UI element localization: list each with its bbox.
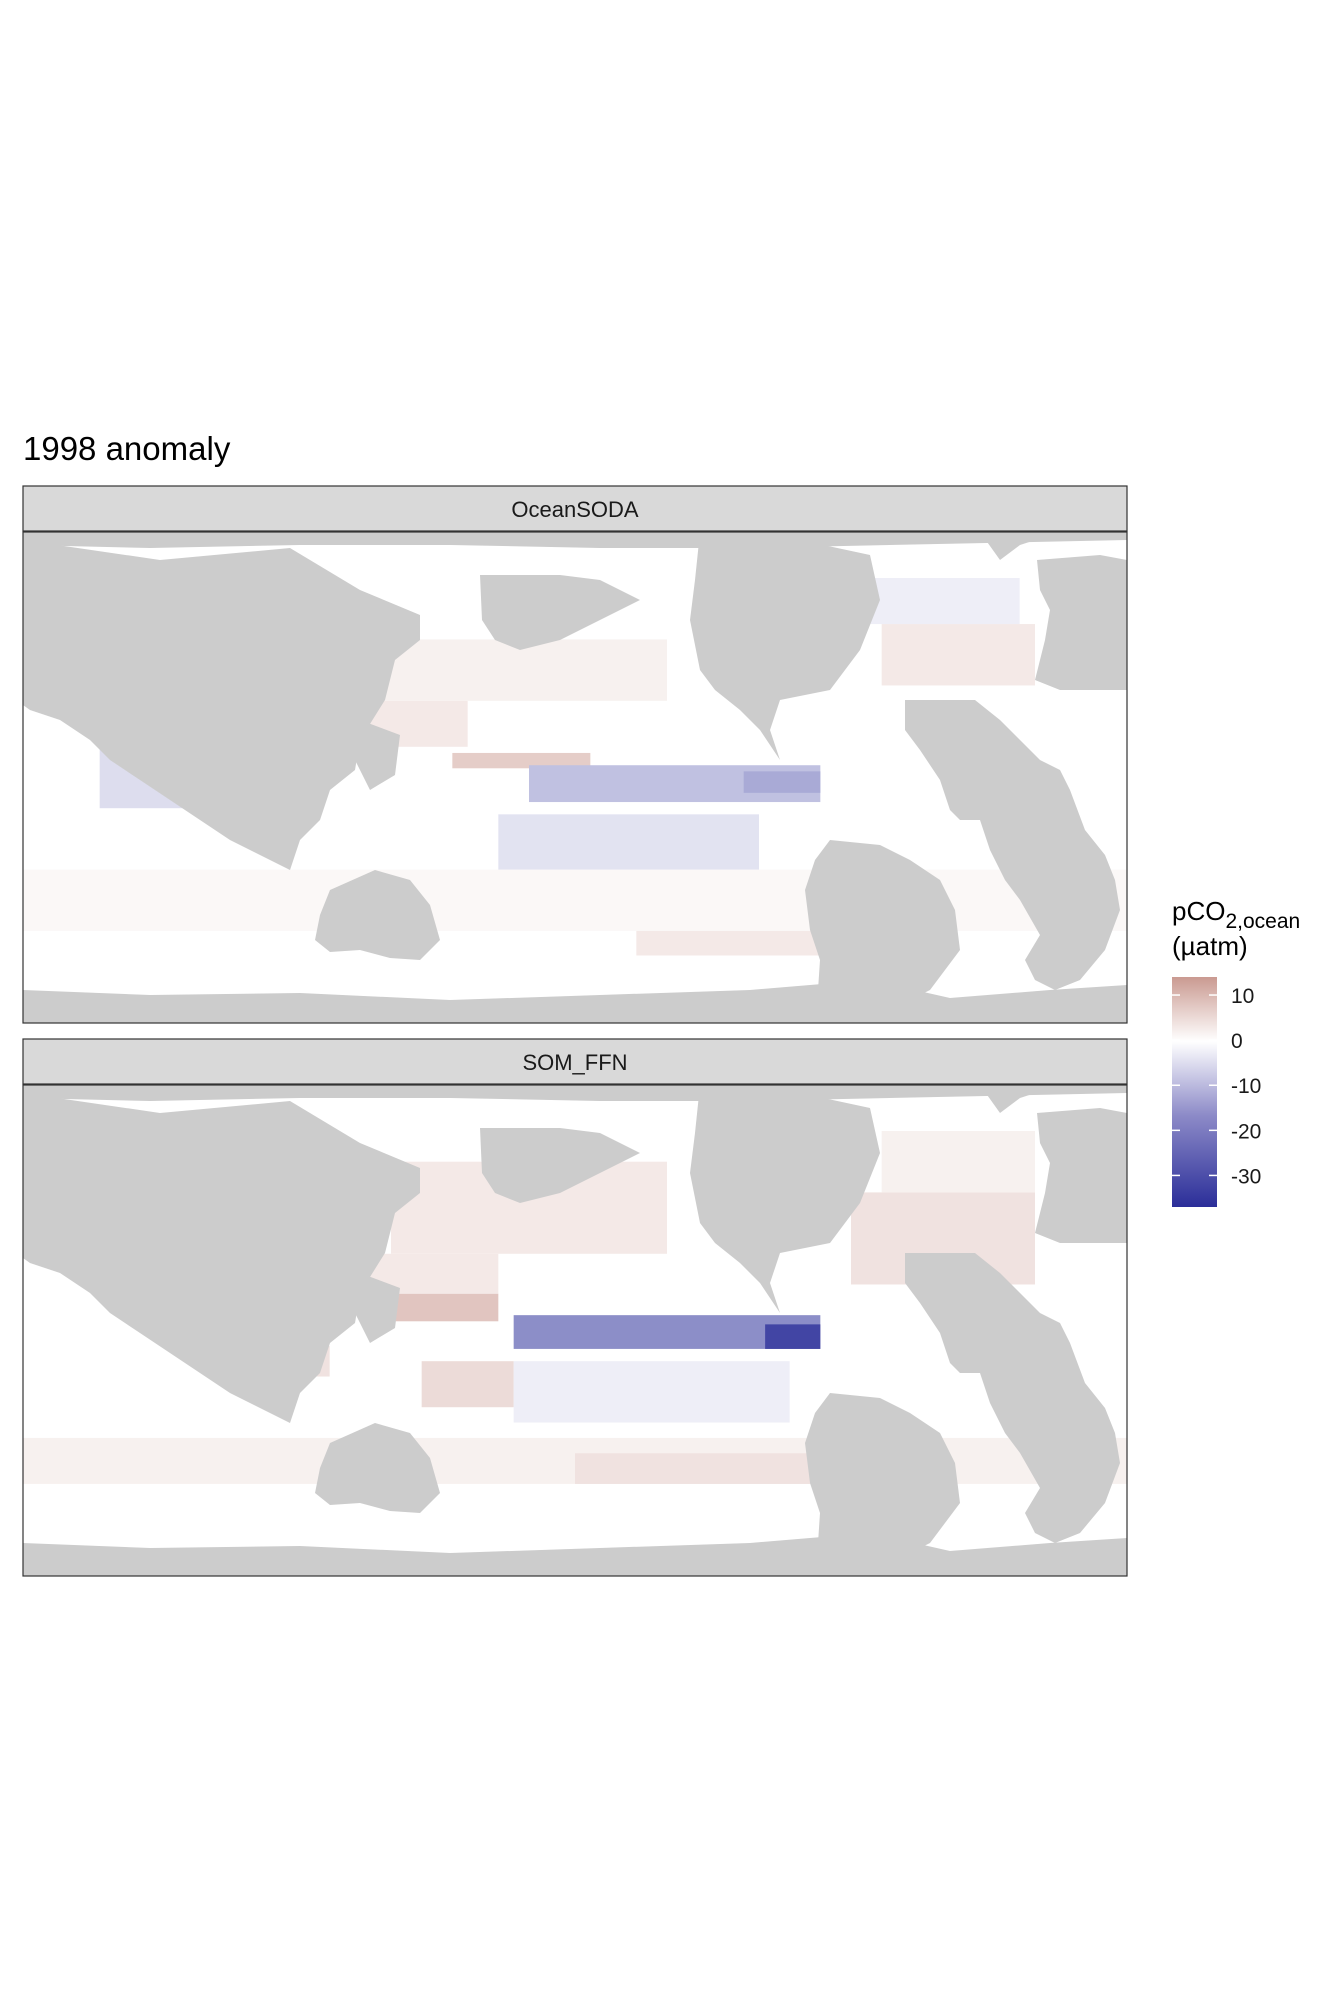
anomaly-cell [452, 752, 591, 769]
anomaly-cell [421, 1361, 514, 1408]
legend-title-main: pCO [1172, 896, 1225, 926]
anomaly-cell [575, 1453, 821, 1484]
facet-panel-som-ffn: SOM_FFN [22, 1038, 1128, 1577]
map-plot-area [23, 1085, 1127, 1576]
legend-title-subscript: 2,ocean [1225, 910, 1300, 933]
colorbar-tick-label: 0 [1231, 1030, 1243, 1053]
chart-title: 1998 anomaly [23, 430, 231, 467]
facet-strip-label: SOM_FFN [522, 1050, 627, 1075]
anomaly-cell [743, 771, 821, 793]
facet-strip [22, 1038, 1128, 1085]
anomaly-cell [881, 624, 1035, 686]
panel-border [22, 1084, 1128, 1577]
panel-border [22, 531, 1128, 1024]
land-mask [23, 1085, 1127, 1576]
colorbar-tick-label: 10 [1231, 985, 1254, 1008]
colorbar [1172, 977, 1217, 1207]
anomaly-cell [765, 1324, 821, 1349]
facet-strip [22, 485, 1128, 532]
land-mask [23, 532, 1127, 1023]
legend-title: pCO2,ocean [1172, 896, 1300, 933]
anomaly-cell [23, 869, 1127, 931]
colorbar-tick-label: -10 [1231, 1075, 1261, 1098]
anomaly-cell [881, 1131, 1035, 1193]
legend-unit: (µatm) [1172, 931, 1248, 961]
colorbar-tick-label: -30 [1231, 1165, 1261, 1188]
anomaly-cell [513, 1361, 790, 1423]
map-plot-area [23, 532, 1127, 1023]
facet-strip-label: OceanSODA [511, 497, 638, 522]
facet-panel-oceansoda: OceanSODA [22, 485, 1128, 1024]
colorbar-tick-label: -20 [1231, 1120, 1261, 1143]
colorbar-ticks: 10 0 -10 -20 -30 [1172, 985, 1261, 1188]
colorbar-legend: pCO2,ocean (µatm) 10 0 -10 -20 -30 [1172, 896, 1300, 1207]
